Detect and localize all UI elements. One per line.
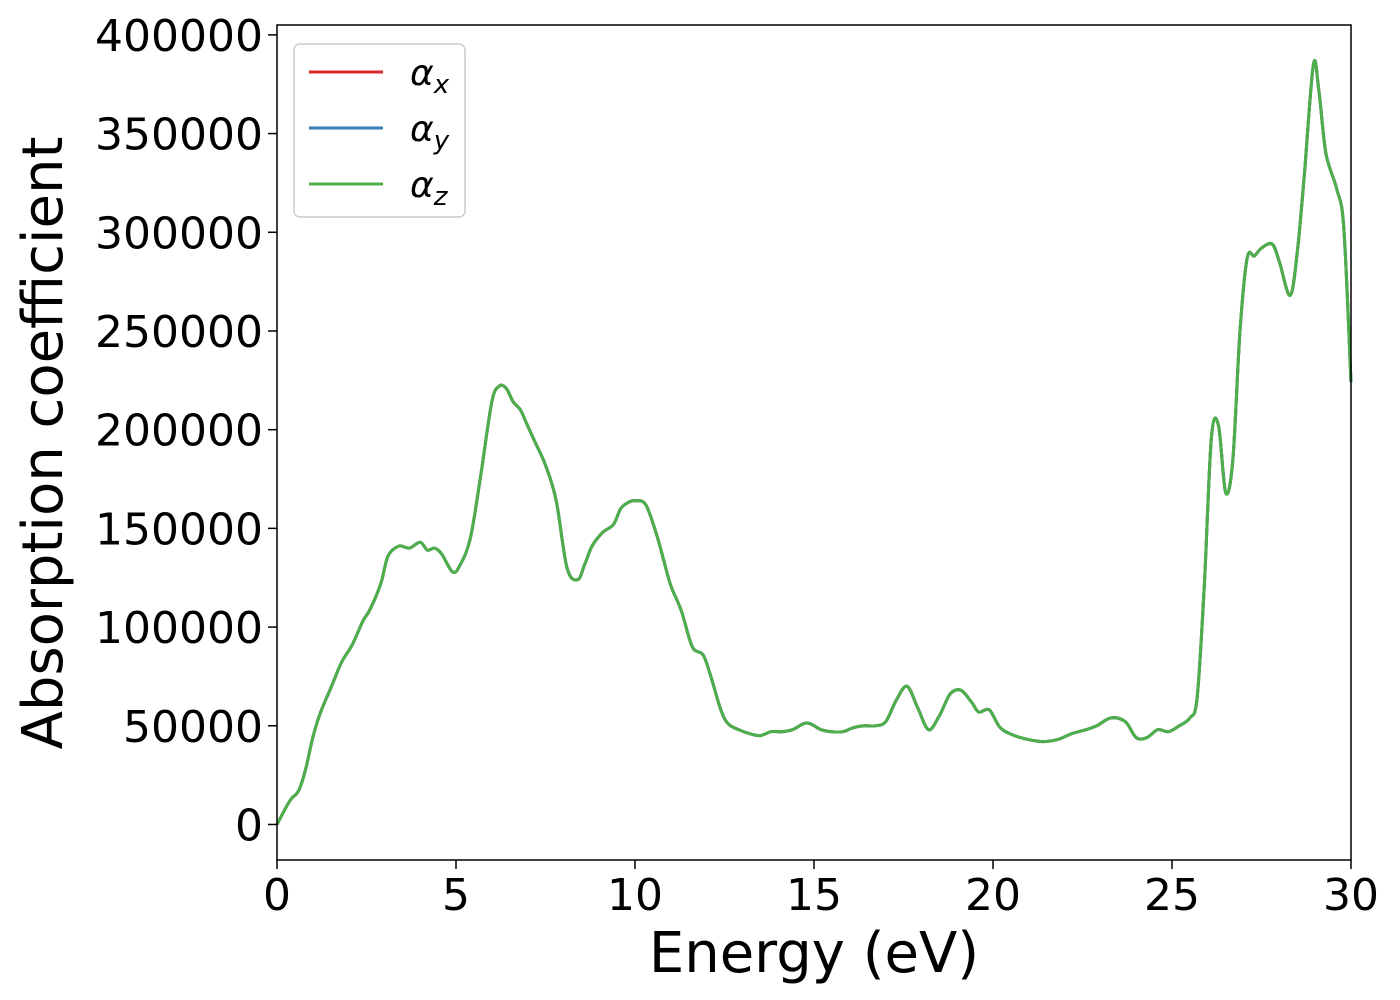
y-axis: 0 50000 100000 150000 200000 250000 300000 3500…: [95, 11, 277, 851]
y-tick-label: 350000: [95, 110, 263, 161]
y-tick-label: 300000: [95, 208, 263, 259]
x-tick-label: 10: [607, 870, 663, 921]
y-tick-label: 100000: [95, 603, 263, 654]
x-axis-label: Energy (eV): [649, 921, 979, 986]
y-tick-label: 200000: [95, 406, 263, 457]
x-tick-label: 30: [1323, 870, 1379, 921]
y-tick-label: 150000: [95, 504, 263, 555]
x-tick-label: 20: [965, 870, 1021, 921]
x-tick-label: 5: [442, 870, 470, 921]
y-axis-label: Absorption coefficient: [11, 137, 76, 750]
x-axis: 0 5 10 15 20 25 30: [263, 860, 1379, 921]
x-tick-label: 25: [1144, 870, 1200, 921]
series-line-3: [275, 59, 1353, 826]
y-tick-label: 50000: [123, 702, 263, 753]
legend-frame: [293, 43, 466, 218]
y-tick-label: 250000: [95, 307, 263, 358]
y-tick-label: 0: [235, 800, 263, 851]
y-tick-label: 400000: [95, 11, 263, 62]
x-tick-label: 15: [786, 870, 842, 921]
series-layer: [275, 59, 1353, 826]
x-tick-label: 0: [263, 870, 291, 921]
